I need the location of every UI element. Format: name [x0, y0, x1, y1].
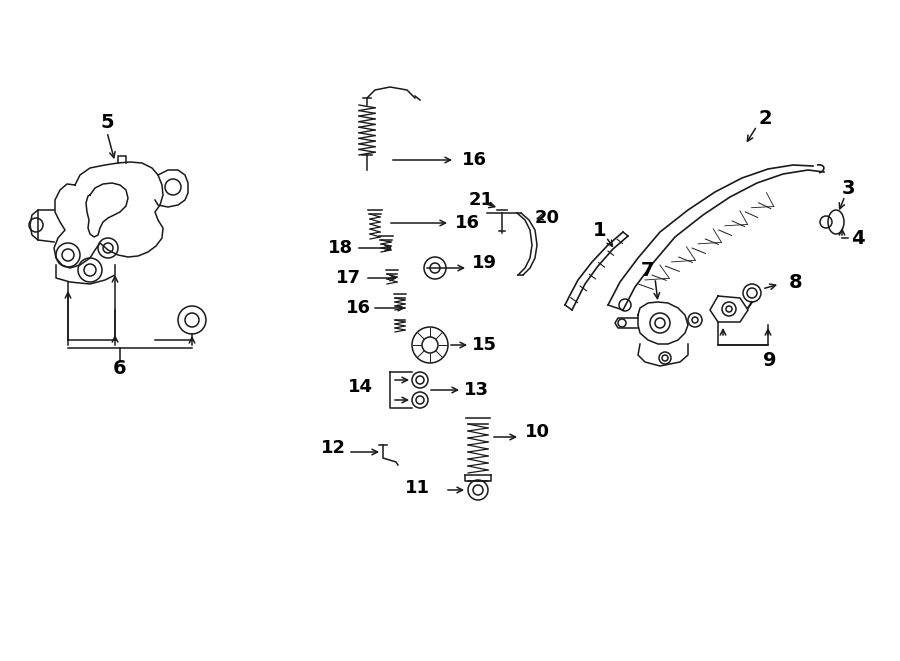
- Text: 21: 21: [469, 191, 493, 209]
- Text: 16: 16: [454, 214, 480, 232]
- Text: 18: 18: [328, 239, 353, 257]
- Text: 2: 2: [758, 108, 772, 128]
- Text: 7: 7: [641, 260, 655, 280]
- Text: 9: 9: [763, 350, 777, 369]
- Text: 8: 8: [789, 274, 803, 293]
- Text: 6: 6: [113, 358, 127, 377]
- Text: 16: 16: [346, 299, 371, 317]
- Text: 19: 19: [472, 254, 497, 272]
- Text: 13: 13: [464, 381, 489, 399]
- Text: 17: 17: [336, 269, 361, 287]
- Text: 5: 5: [100, 112, 113, 132]
- Text: 10: 10: [525, 423, 550, 441]
- Text: 12: 12: [320, 439, 346, 457]
- Text: 3: 3: [842, 178, 855, 198]
- Text: 20: 20: [535, 209, 560, 227]
- Text: 11: 11: [405, 479, 430, 497]
- Text: 4: 4: [851, 229, 865, 247]
- Text: 15: 15: [472, 336, 497, 354]
- Text: 14: 14: [348, 378, 373, 396]
- Text: 16: 16: [462, 151, 487, 169]
- Text: 1: 1: [593, 221, 607, 239]
